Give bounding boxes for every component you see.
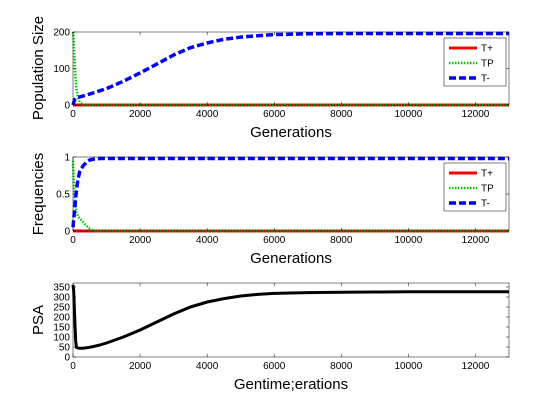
population-xtick-label: 0 (70, 109, 76, 120)
population-legend-label: TP (481, 59, 494, 70)
population-xtick-label: 6000 (263, 109, 286, 120)
psa-ytick-label: 50 (59, 343, 71, 354)
frequencies-xtick-label: 6000 (263, 235, 286, 246)
population-xtick-label: 2000 (129, 109, 152, 120)
frequencies-ytick-label: 0 (64, 227, 70, 238)
population-series-line-t (73, 34, 509, 106)
frequencies-xtick-label: 0 (70, 235, 76, 246)
population-xlabel: Generations (250, 124, 332, 141)
psa-ytick-label: 150 (53, 323, 70, 334)
psa-ticks: 0 2000 4000 6000 8000 10000 120000501001502002… (53, 283, 509, 373)
psa-series-line-0 (73, 285, 509, 348)
population-xtick-label: 10000 (394, 109, 422, 120)
psa-xtick-label: 0 (70, 361, 76, 372)
panel-psa: 0 2000 4000 6000 8000 10000 120000501001502002… (30, 283, 509, 394)
frequencies-ylabel: Frequencies (30, 153, 47, 236)
population-xtick-label: 8000 (330, 109, 353, 120)
psa-xtick-label: 6000 (263, 361, 286, 372)
population-ylabel: Population Size (30, 16, 47, 120)
population-legend-label: T+ (481, 44, 493, 55)
psa-xtick-label: 2000 (129, 361, 152, 372)
frequencies-xtick-label: 12000 (462, 235, 490, 246)
psa-series (73, 285, 509, 348)
frequencies-xtick-label: 10000 (394, 235, 422, 246)
psa-xtick-label: 8000 (330, 361, 353, 372)
population-ytick-label: 200 (53, 28, 70, 39)
population-xtick-label: 4000 (196, 109, 219, 120)
frequencies-series (73, 159, 509, 232)
psa-ylabel: PSA (30, 305, 47, 335)
population-series (73, 32, 509, 105)
population-legend-label: T- (481, 74, 490, 85)
population-series-line-tp (73, 32, 509, 105)
psa-ytick-label: 300 (53, 293, 70, 304)
population-xtick-label: 12000 (462, 109, 490, 120)
frequencies-xtick-label: 8000 (330, 235, 353, 246)
frequencies-xtick-label: 2000 (129, 235, 152, 246)
frequencies-series-line-t (73, 159, 509, 228)
frequencies-legend: T+ TP T- (444, 163, 506, 211)
population-ytick-label: 100 (53, 64, 70, 75)
psa-xtick-label: 4000 (196, 361, 219, 372)
panel-frequencies: 0 2000 4000 6000 8000 10000 12000 0 0.5 1 Frequen… (30, 153, 509, 268)
population-ytick-label: 0 (64, 101, 70, 112)
frequencies-legend-label: T+ (481, 169, 493, 180)
frequencies-series-line-tp (73, 161, 509, 231)
frequencies-xlabel: Generations (250, 250, 332, 267)
frequencies-legend-label: TP (481, 184, 494, 195)
frequencies-ytick-label: 1 (64, 153, 70, 164)
panel-population: 0 2000 4000 6000 8000 10000 12000 0 100 200 Popul… (30, 16, 509, 141)
frequencies-legend-label: T- (481, 199, 490, 210)
frequencies-xtick-label: 4000 (196, 235, 219, 246)
population-axes-frame (73, 32, 509, 105)
frequencies-axes-frame (73, 157, 509, 231)
psa-ytick-label: 250 (53, 303, 70, 314)
psa-ytick-label: 0 (64, 353, 70, 364)
psa-xtick-label: 12000 (462, 361, 490, 372)
population-legend: T+ TP T- (444, 38, 506, 86)
psa-xlabel: Gentime;erations (234, 376, 348, 393)
psa-xtick-label: 10000 (394, 361, 422, 372)
psa-ytick-label: 200 (53, 313, 70, 324)
frequencies-ytick-label: 0.5 (56, 190, 70, 201)
psa-ytick-label: 350 (53, 283, 70, 294)
psa-ytick-label: 100 (53, 333, 70, 344)
